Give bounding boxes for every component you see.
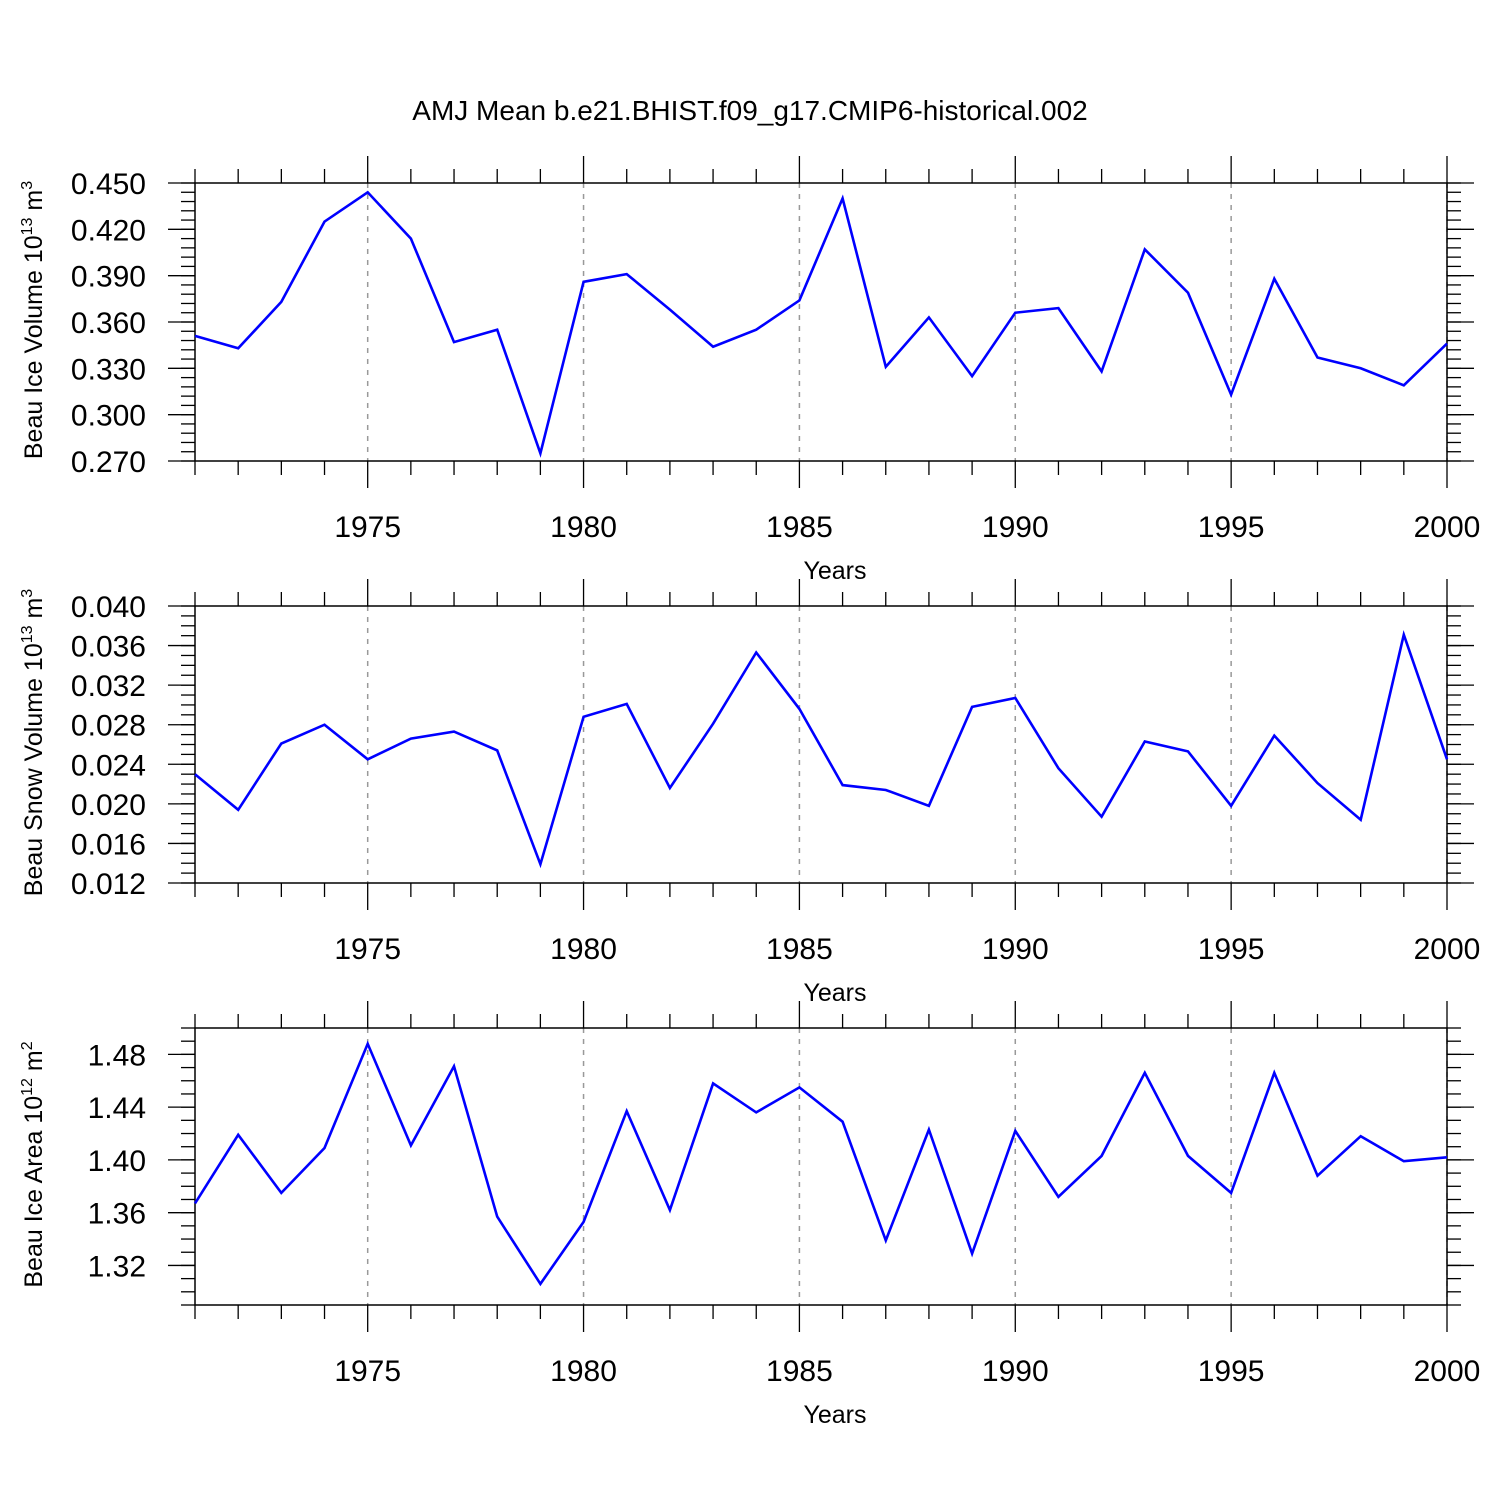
x-tick-label: 2000 <box>1414 1355 1481 1388</box>
y-axis-label-superscript: 2 <box>19 1041 36 1050</box>
y-tick-label: 0.270 <box>71 446 146 479</box>
y-tick-label: 0.036 <box>71 631 146 664</box>
y-tick-label: 0.032 <box>71 670 146 703</box>
y-tick-label: 0.016 <box>71 828 146 861</box>
y-tick-label: 0.450 <box>71 168 146 201</box>
y-axis-label: Beau Ice Area 1012 m2 <box>19 1041 48 1287</box>
y-axis-label-text: m <box>20 190 48 218</box>
x-tick-label: 1980 <box>550 1355 617 1388</box>
x-tick-label: 1995 <box>1198 1355 1265 1388</box>
y-axis-label-superscript: 12 <box>19 1078 36 1096</box>
x-tick-label: 1975 <box>334 1355 401 1388</box>
x-axis-label: Years <box>803 1401 866 1429</box>
series-line <box>194 630 1449 869</box>
x-tick-label: 1985 <box>766 511 833 544</box>
y-tick-label: 1.36 <box>88 1198 146 1231</box>
figure-title: AMJ Mean b.e21.BHIST.f09_g17.CMIP6-histo… <box>412 95 1087 126</box>
y-axis-label: Beau Snow Volume 1013 m3 <box>19 589 48 897</box>
y-tick-label: 0.024 <box>71 749 146 782</box>
y-axis-label-superscript: 3 <box>19 181 36 190</box>
y-axis-label: Beau Ice Volume 1013 m3 <box>19 181 48 459</box>
y-axis-label-superscript: 3 <box>19 589 36 598</box>
y-tick-label: 0.012 <box>71 868 146 901</box>
y-tick-label: 0.420 <box>71 214 146 247</box>
x-tick-label: 1990 <box>982 1355 1049 1388</box>
y-axis-label-text: Beau Ice Area 10 <box>20 1096 48 1288</box>
y-tick-label: 0.330 <box>71 353 146 386</box>
plot-frame <box>194 1027 1448 1306</box>
y-axis-label-text: Beau Ice Volume 10 <box>20 235 48 459</box>
y-tick-label: 0.390 <box>71 261 146 294</box>
panel-3: 1.32 1.36 1.40 1.44 1.48 1975 1980 1985 1990 1995… <box>19 1001 1481 1429</box>
x-tick-label: 2000 <box>1414 511 1481 544</box>
x-tick-label: 1975 <box>334 511 401 544</box>
x-axis-label: Years <box>803 979 866 1007</box>
series-line <box>193 1040 1448 1287</box>
y-axis-label-text: m <box>20 598 48 626</box>
y-tick-label: 0.300 <box>71 400 146 433</box>
x-tick-label: 1990 <box>982 933 1049 966</box>
y-tick-label: 1.32 <box>88 1250 146 1283</box>
panel-2: 0.012 0.016 0.020 0.024 0.028 0.032 0.036 0.040… <box>19 579 1481 1007</box>
y-axis-label-superscript: 13 <box>19 625 36 643</box>
x-tick-label: 1975 <box>334 933 401 966</box>
x-tick-label: 2000 <box>1414 933 1481 966</box>
x-tick-label: 1985 <box>766 1355 833 1388</box>
y-tick-label: 1.48 <box>88 1039 146 1072</box>
x-tick-label: 1980 <box>550 511 617 544</box>
y-tick-label: 0.028 <box>71 710 146 743</box>
y-axis-label-superscript: 13 <box>19 217 36 235</box>
x-tick-label: 1980 <box>550 933 617 966</box>
x-tick-label: 1995 <box>1198 933 1265 966</box>
x-tick-label: 1990 <box>982 511 1049 544</box>
y-tick-label: 1.44 <box>88 1092 146 1125</box>
y-tick-label: 0.020 <box>71 789 146 822</box>
y-axis-label-text: m <box>20 1050 48 1078</box>
y-axis-label-text: Beau Snow Volume 10 <box>20 643 48 896</box>
x-axis-label: Years <box>803 557 866 585</box>
x-tick-label: 1995 <box>1198 511 1265 544</box>
y-tick-label: 0.360 <box>71 307 146 340</box>
panel-1: 0.270 0.300 0.330 0.360 0.390 0.420 0.450 1975 1… <box>19 156 1481 585</box>
series-line <box>194 190 1448 458</box>
y-tick-label: 1.40 <box>88 1145 146 1178</box>
y-tick-label: 0.040 <box>71 591 146 624</box>
x-tick-label: 1985 <box>766 933 833 966</box>
